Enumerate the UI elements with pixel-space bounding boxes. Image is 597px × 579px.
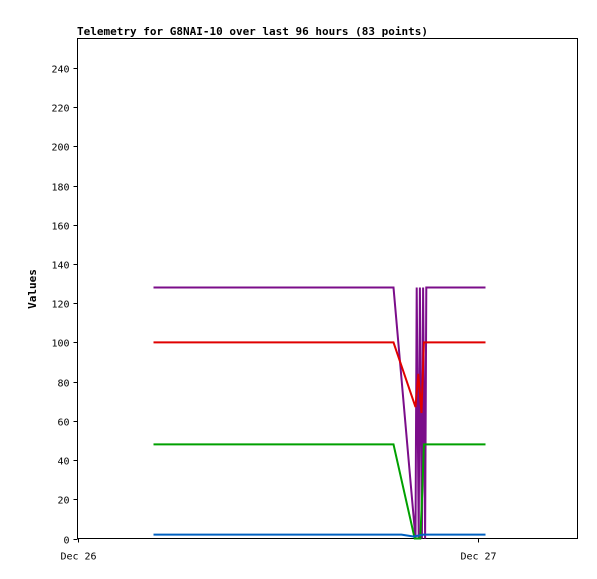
y-tick-label: 100 [51,339,69,350]
y-tick-label: 0 [63,536,69,547]
series-line-2 [153,341,486,414]
y-tick-label: 20 [57,496,69,507]
y-axis: 0 20 40 60 80 100 120 140 160 180 200 220 240 [51,65,78,547]
y-tick-label: 120 [51,300,69,311]
x-tick-label: Dec 27 [460,552,496,563]
series-line-4 [153,533,486,538]
y-tick-label: 160 [51,222,69,233]
series-layer [153,286,486,540]
y-tick-label: 40 [57,457,69,468]
y-tick-label: 220 [51,104,69,115]
y-tick-label: 60 [57,418,69,429]
chart-title: Telemetry for G8NAI-10 over last 96 hour… [77,25,428,38]
y-tick-label: 140 [51,261,69,272]
y-tick-label: 240 [51,65,69,76]
y-tick-label: 80 [57,379,69,390]
y-tick-label: 180 [51,183,69,194]
y-tick-label: 200 [51,143,69,154]
x-axis: Dec 26 Dec 27 [60,538,497,563]
series-line-3 [153,443,486,540]
y-axis-label: Values [26,269,39,309]
x-tick-label: Dec 26 [60,552,96,563]
series-line-1 [153,286,486,539]
